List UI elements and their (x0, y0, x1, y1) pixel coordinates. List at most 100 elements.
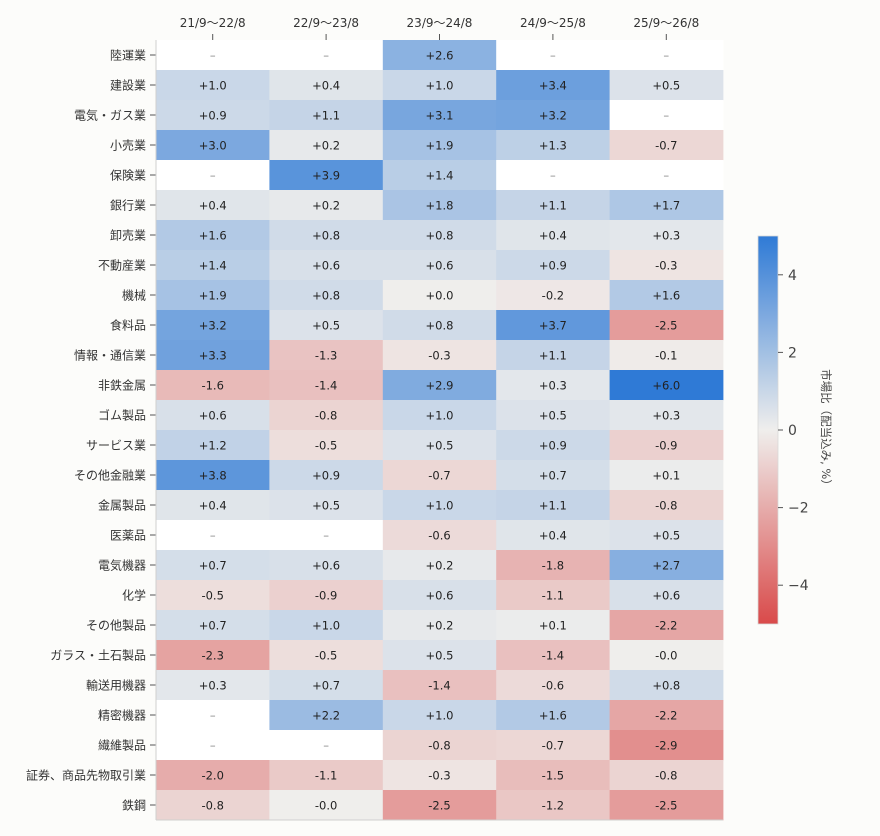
heatmap-cell (382, 550, 497, 581)
cell-value-label: +0.0 (426, 289, 454, 303)
heatmap-cell (156, 310, 270, 341)
cell-value-label: +0.3 (539, 379, 567, 393)
row-label: 証券、商品先物取引業 (26, 768, 146, 783)
heatmap-cell (269, 220, 384, 251)
cell-value-label: +3.0 (199, 139, 227, 153)
cell-value-label: -2.5 (428, 799, 450, 813)
cell-value-label: +1.0 (426, 409, 454, 423)
heatmap-cell (156, 520, 270, 551)
cell-value-label: -2.3 (201, 649, 223, 663)
heatmap-cell (156, 490, 270, 521)
heatmap-cell (156, 430, 270, 461)
cell-value-label: -0.7 (655, 139, 677, 153)
heatmap-cell (269, 280, 384, 311)
heatmap-cell (382, 760, 497, 791)
cell-value-label: +0.1 (539, 619, 567, 633)
cell-value-label: -0.8 (655, 769, 677, 783)
cell-value-label: +3.3 (199, 349, 227, 363)
cell-value-label: -1.5 (542, 769, 564, 783)
cell-value-label: -2.2 (655, 619, 677, 633)
heatmap-cell (496, 520, 610, 551)
cell-value-label: -0.9 (655, 439, 677, 453)
cell-value-label: +0.6 (426, 259, 454, 273)
heatmap-cell (496, 400, 610, 431)
cell-value-label: +0.5 (539, 409, 567, 423)
cell-value-label: +0.3 (652, 409, 680, 423)
colorbar-label: 市場比（配当込み, %） (819, 369, 833, 491)
heatmap-cell (269, 70, 384, 101)
heatmap-cell (496, 340, 610, 371)
heatmap-cell (609, 70, 724, 101)
cell-value-label: – (323, 529, 329, 543)
cell-value-label: +2.7 (652, 559, 680, 573)
heatmap-cell (609, 280, 724, 311)
cell-value-label: – (210, 739, 216, 753)
heatmap-cell (496, 430, 610, 461)
heatmap-cell (269, 490, 384, 521)
heatmap-cell (269, 340, 384, 371)
cell-value-label: +0.8 (426, 319, 454, 333)
cell-value-label: -1.8 (542, 559, 564, 573)
cell-value-label: +1.1 (539, 199, 567, 213)
cell-value-label: +0.4 (312, 79, 340, 93)
row-label: その他金融業 (74, 468, 146, 483)
column-label: 21/9〜22/8 (180, 16, 246, 30)
cell-value-label: +0.6 (312, 559, 340, 573)
heatmap-cell (269, 100, 384, 131)
row-label: 非鉄金属 (98, 378, 146, 393)
cell-value-label: +3.2 (539, 109, 567, 123)
colorbar-tick-label: 4 (788, 268, 797, 284)
row-label: ガラス・土石製品 (50, 649, 146, 663)
heatmap-cell (609, 610, 724, 641)
heatmap-cell (496, 130, 610, 161)
cell-value-label: +1.4 (199, 259, 227, 273)
column-label: 25/9〜26/8 (633, 16, 699, 30)
heatmap-cell (496, 70, 610, 101)
cell-value-label: +0.5 (312, 499, 340, 513)
cell-value-label: +2.9 (426, 379, 454, 393)
row-label: 電気機器 (98, 558, 146, 573)
row-label: 卸売業 (110, 228, 146, 243)
cell-value-label: +0.9 (312, 469, 340, 483)
heatmap-cell (156, 790, 270, 821)
cell-value-label: +0.7 (199, 559, 227, 573)
cell-value-label: +6.0 (652, 379, 680, 393)
cell-value-label: -0.5 (315, 649, 337, 663)
heatmap-cell (156, 580, 270, 611)
heatmap-cell (382, 190, 497, 221)
cell-value-label: +0.5 (312, 319, 340, 333)
heatmap-cell (156, 700, 270, 731)
cell-value-label: – (210, 169, 216, 183)
cell-value-label: -0.3 (428, 349, 450, 363)
cell-value-label: +0.4 (539, 529, 567, 543)
cell-value-label: -2.9 (655, 739, 677, 753)
cell-value-label: – (550, 169, 556, 183)
cell-value-label: +0.6 (652, 589, 680, 603)
heatmap-cell (269, 670, 384, 701)
heatmap-cell (609, 700, 724, 731)
heatmap-cell (382, 130, 497, 161)
row-label: 電気・ガス業 (74, 108, 146, 123)
heatmap-cell (382, 70, 497, 101)
cell-value-label: +1.6 (652, 289, 680, 303)
heatmap-cell (382, 40, 497, 71)
row-label: 化学 (122, 588, 146, 603)
row-label: 食料品 (110, 318, 146, 333)
heatmap-cell (382, 520, 497, 551)
column-labels: 21/9〜22/8 22/9〜23/8 23/9〜24/8 24/9〜25/8 25/9… (180, 16, 699, 40)
heatmap-cell (609, 250, 724, 281)
heatmap-cell (156, 130, 270, 161)
row-label: 陸運業 (110, 49, 146, 63)
cell-value-label: -1.4 (428, 679, 450, 693)
heatmap-cell (269, 250, 384, 281)
cell-value-label: -0.8 (428, 739, 450, 753)
cell-value-label: +0.5 (426, 649, 454, 663)
heatmap-cell (496, 160, 610, 191)
colorbar-tick-label: 2 (788, 345, 797, 361)
cell-value-label: +0.9 (539, 259, 567, 273)
heatmap-cell (382, 670, 497, 701)
row-label: 情報・通信業 (74, 349, 146, 363)
heatmap-cell (382, 160, 497, 191)
cell-value-label: +1.0 (312, 619, 340, 633)
